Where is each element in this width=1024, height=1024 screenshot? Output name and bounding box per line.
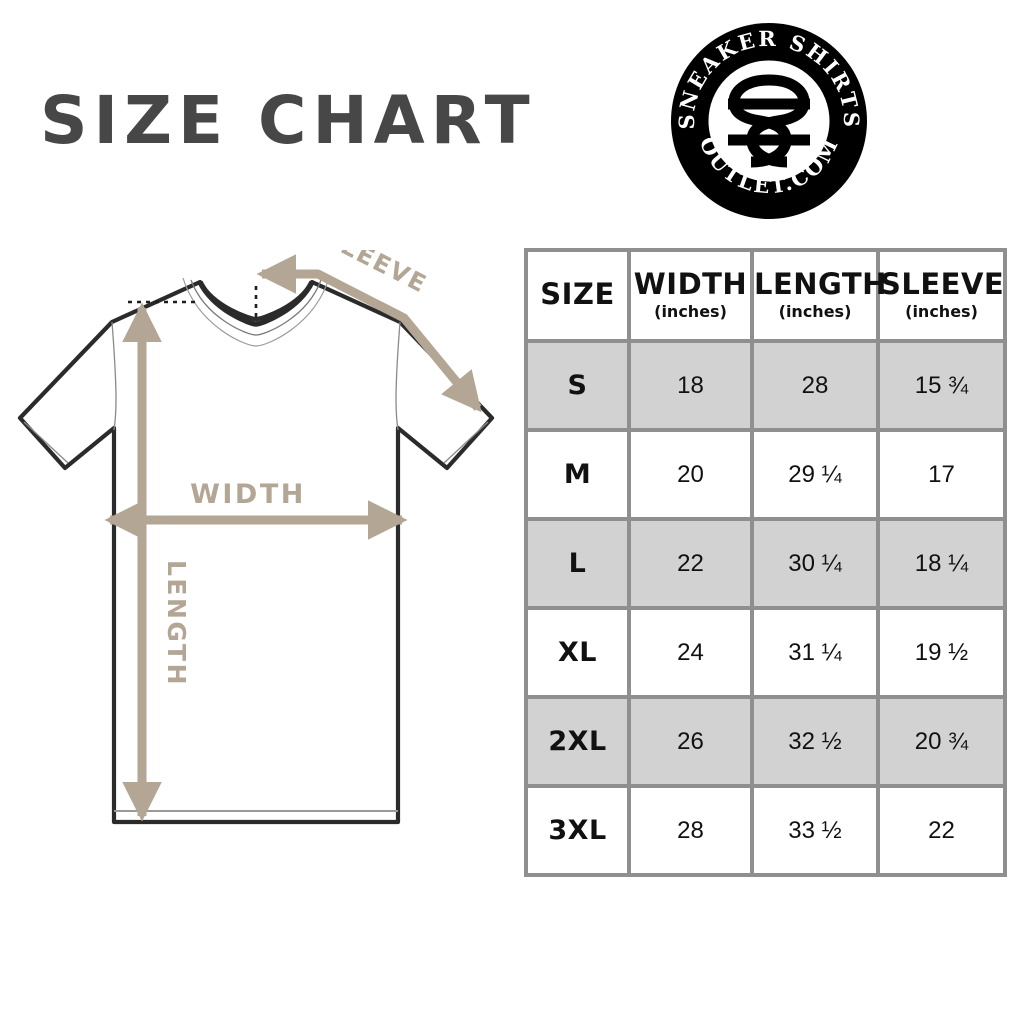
cell-width: 24 — [627, 606, 754, 699]
brand-logo: SNEAKER SHIRTS OUTLET.COM — [666, 18, 872, 224]
column-header-width: WIDTH (inches) — [627, 248, 754, 343]
cell-size: XL — [524, 606, 631, 699]
cell-length: 32 ½ — [750, 695, 880, 788]
width-label: WIDTH — [190, 479, 306, 510]
table-row: L 22 30 ¼ 18 ¼ — [524, 517, 1007, 610]
column-header-length-main: LENGTH — [754, 267, 887, 302]
column-header-sleeve-sub: (inches) — [905, 301, 978, 321]
column-header-sleeve: SLEEVE (inches) — [876, 248, 1007, 343]
cell-width: 20 — [627, 428, 754, 521]
cell-sleeve: 19 ½ — [876, 606, 1007, 699]
cell-size: 2XL — [524, 695, 631, 788]
cell-sleeve: 22 — [876, 784, 1007, 877]
column-header-sleeve-main: SLEEVE — [880, 267, 1005, 302]
right-cuff-hem — [443, 421, 489, 464]
left-armhole-seam — [111, 321, 117, 431]
cell-size: 3XL — [524, 784, 631, 877]
table-row: S 18 28 15 ¾ — [524, 339, 1007, 432]
cell-width: 28 — [627, 784, 754, 877]
cell-sleeve: 17 — [876, 428, 1007, 521]
cell-width: 22 — [627, 517, 754, 610]
column-header-width-sub: (inches) — [654, 301, 727, 321]
shirt-outline — [17, 279, 495, 825]
cell-sleeve: 20 ¾ — [876, 695, 1007, 788]
left-cuff-hem — [23, 421, 69, 464]
cell-length: 28 — [750, 339, 880, 432]
cell-length: 30 ¼ — [750, 517, 880, 610]
tshirt-diagram: WIDTH LENGTH SLEEVE — [0, 250, 512, 850]
table-row: 2XL 26 32 ½ 20 ¾ — [524, 695, 1007, 788]
column-header-width-main: WIDTH — [633, 267, 748, 302]
cell-width: 26 — [627, 695, 754, 788]
sleeve-arrow — [256, 254, 482, 413]
table-row: M 20 29 ¼ 17 — [524, 428, 1007, 521]
cell-size: M — [524, 428, 631, 521]
length-label: LENGTH — [162, 560, 191, 687]
column-header-size-main: SIZE — [540, 276, 615, 311]
cell-size: S — [524, 339, 631, 432]
column-header-length-sub: (inches) — [778, 301, 852, 321]
column-header-size: SIZE — [524, 248, 631, 343]
cell-sleeve: 15 ¾ — [876, 339, 1007, 432]
cell-width: 18 — [627, 339, 754, 432]
cell-size: L — [524, 517, 631, 610]
page-title: SIZE CHART — [40, 82, 536, 159]
column-header-length: LENGTH (inches) — [750, 248, 887, 343]
cell-sleeve: 18 ¼ — [876, 517, 1007, 610]
table-row: 3XL 28 33 ½ 22 — [524, 784, 1007, 877]
cell-length: 31 ¼ — [750, 606, 880, 699]
table-header-row: SIZE WIDTH (inches) LENGTH (inches) SLEE… — [524, 248, 1007, 343]
cell-length: 33 ½ — [750, 784, 880, 877]
size-table: SIZE WIDTH (inches) LENGTH (inches) SLEE… — [524, 248, 1007, 877]
cell-length: 29 ¼ — [750, 428, 880, 521]
table-row: XL 24 31 ¼ 19 ½ — [524, 606, 1007, 699]
